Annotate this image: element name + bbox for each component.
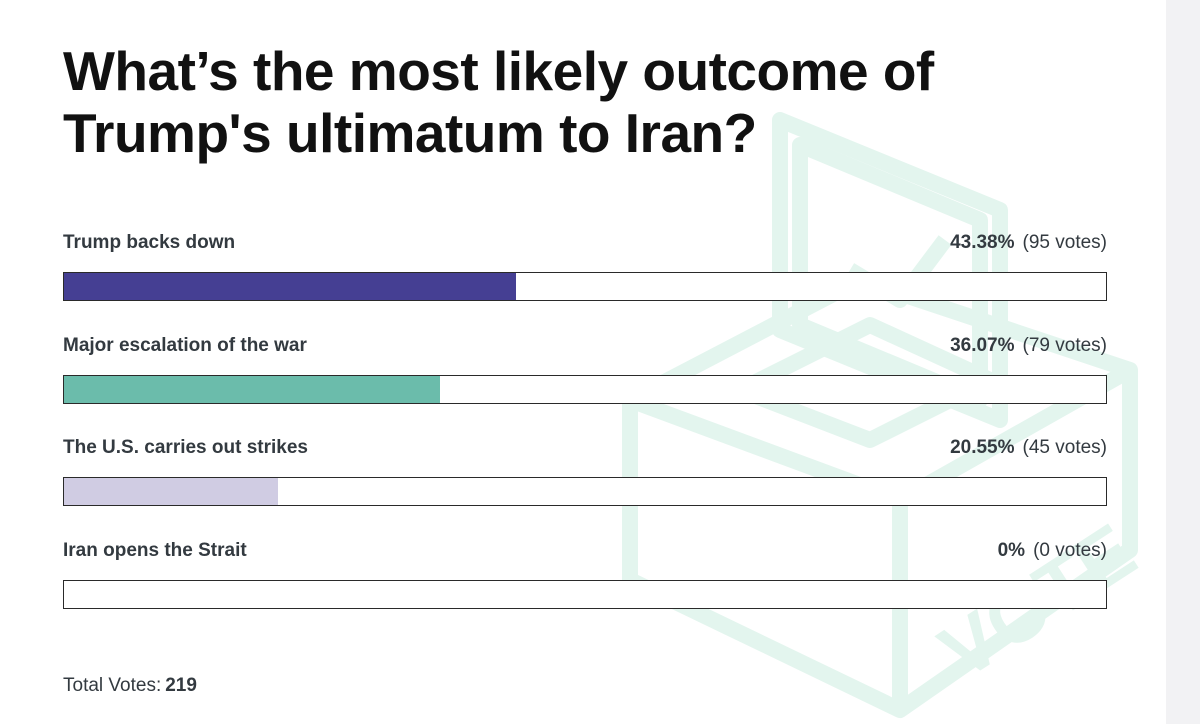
total-votes-value: 219	[165, 675, 197, 696]
option-bar-track	[63, 374, 1107, 404]
poll-option: Trump backs down 43.38% (95 votes)	[63, 232, 1107, 335]
option-votes: (95 votes)	[1022, 232, 1107, 253]
option-bar-track	[63, 579, 1107, 609]
option-bar-fill	[64, 273, 517, 300]
option-label: Trump backs down	[63, 232, 236, 253]
poll-option: Iran opens the Strait 0% (0 votes)	[63, 540, 1107, 643]
option-percent: 36.07%	[950, 334, 1015, 356]
total-votes: Total Votes: 219	[63, 675, 197, 697]
option-votes: (45 votes)	[1022, 437, 1107, 458]
option-result: 43.38% (95 votes)	[950, 232, 1107, 254]
poll-title: What’s the most likely outcome of Trump'…	[63, 40, 934, 164]
option-label: Major escalation of the war	[63, 334, 307, 356]
option-result: 20.55% (45 votes)	[950, 437, 1107, 459]
option-votes: (79 votes)	[1022, 334, 1107, 356]
poll-option: Major escalation of the war 36.07% (79 vo…	[63, 335, 1107, 438]
option-result: 0% (0 votes)	[998, 540, 1107, 562]
option-percent: 0%	[997, 539, 1026, 561]
poll-options: Trump backs down 43.38% (95 votes) Major …	[63, 232, 1107, 642]
total-votes-label: Total Votes:	[63, 675, 162, 696]
option-bar-fill	[64, 478, 279, 505]
option-percent: 20.55%	[950, 437, 1015, 458]
option-bar-track	[63, 477, 1107, 506]
option-percent: 43.38%	[950, 232, 1015, 253]
poll-option: The U.S. carries out strikes 20.55% (45 v…	[63, 437, 1107, 540]
option-bar-fill	[64, 375, 440, 403]
option-label: Iran opens the Strait	[63, 539, 247, 561]
option-bar-track	[63, 272, 1107, 301]
option-label: The U.S. carries out strikes	[63, 437, 308, 458]
option-votes: (0 votes)	[1033, 539, 1107, 561]
poll-card: VOTE What’s the most likely outcome of T…	[0, 0, 1166, 724]
option-result: 36.07% (79 votes)	[950, 335, 1107, 357]
